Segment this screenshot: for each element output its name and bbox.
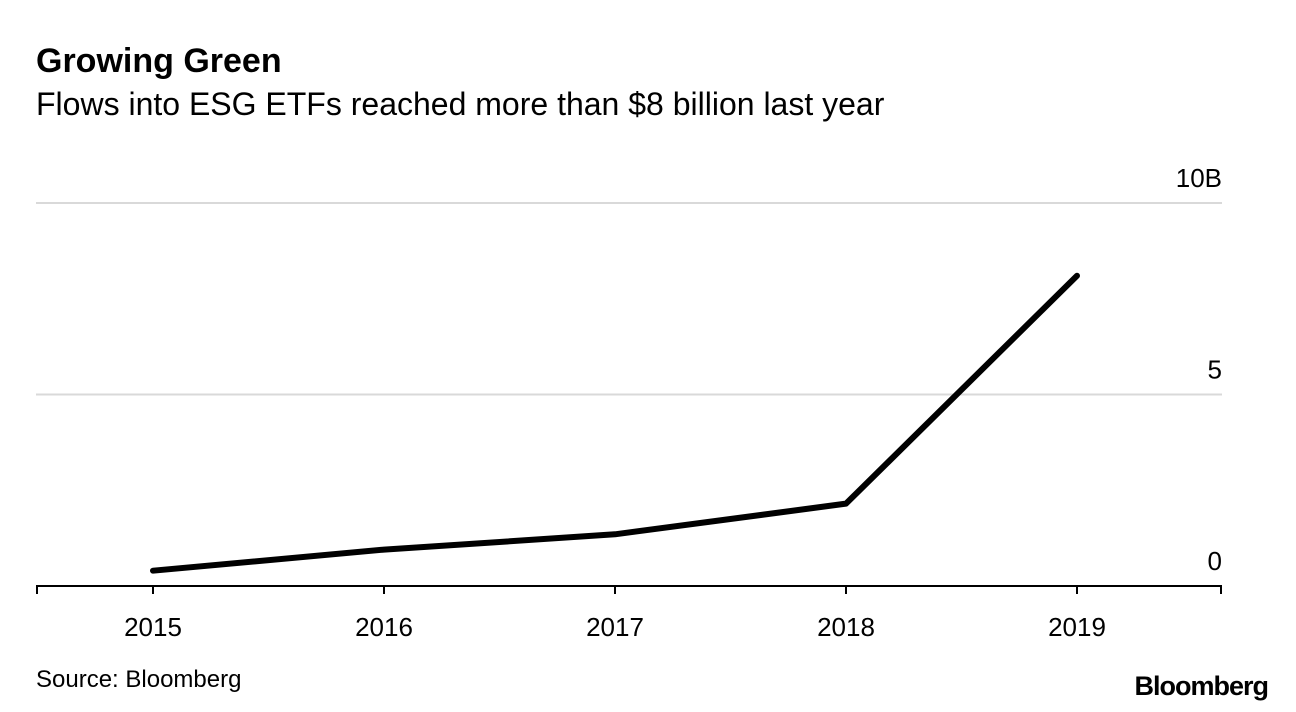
x-axis-ticks: 2015 2016 2017 2018 2019 — [124, 586, 1106, 642]
y-axis-ticks: 0 5 10B — [1176, 163, 1222, 576]
y-tick-label-1: 5 — [1208, 355, 1222, 385]
series-lines — [150, 272, 1080, 574]
series-line-0 — [150, 272, 1080, 574]
x-tick-label-2017: 2017 — [586, 612, 644, 642]
chart-title: Growing Green — [36, 42, 282, 80]
x-axis — [36, 585, 1222, 594]
chart-subtitle: Flows into ESG ETFs reached more than $8… — [36, 86, 885, 122]
x-tick-label-2019: 2019 — [1048, 612, 1106, 642]
x-tick-label-2018: 2018 — [817, 612, 875, 642]
y-tick-label-0: 0 — [1208, 546, 1222, 576]
x-tick-label-2016: 2016 — [355, 612, 413, 642]
bloomberg-logo: Bloomberg — [1134, 671, 1269, 701]
y-tick-label-2: 10B — [1176, 163, 1222, 193]
x-tick-label-2015: 2015 — [124, 612, 182, 642]
gridlines — [36, 202, 1222, 396]
source-note: Source: Bloomberg — [36, 666, 242, 693]
